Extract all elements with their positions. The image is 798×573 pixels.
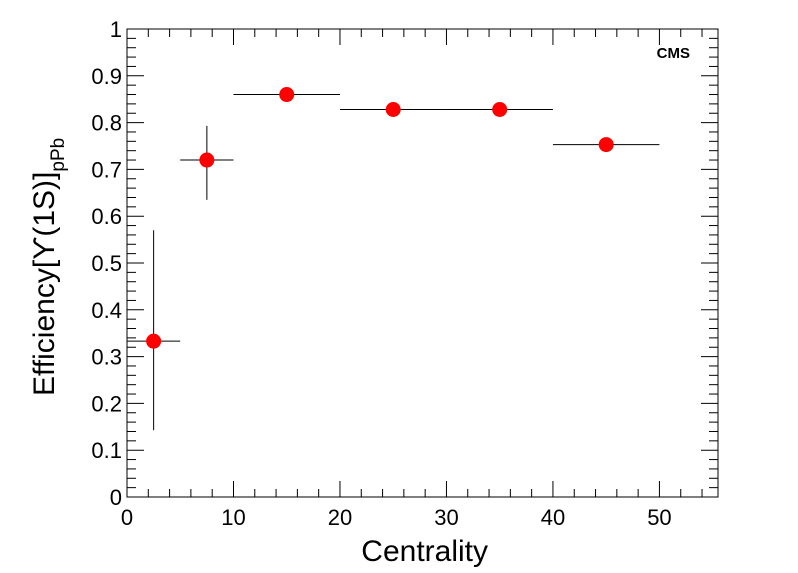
y-axis-title-upsilon: ϒ <box>28 237 61 260</box>
point-marker <box>492 101 508 117</box>
y-tick-label: 0.8 <box>91 111 122 136</box>
y-tick-label: 0.1 <box>91 438 122 463</box>
data-points <box>127 87 660 431</box>
plot-frame <box>126 28 719 498</box>
y-axis-title-state: (1S)] <box>28 172 61 237</box>
y-tick-label: 0 <box>110 485 122 510</box>
x-tick-labels: 0 10 20 30 40 50 <box>121 505 672 530</box>
y-tick-label: 0.4 <box>91 298 122 323</box>
data-point <box>127 230 181 431</box>
y-tick-label: 0.3 <box>91 345 122 370</box>
data-point <box>233 87 340 103</box>
y-axis-title: Efficiency[ϒ(1S)]pPb <box>28 138 69 396</box>
y-axis-title-main: Efficiency[ <box>28 259 61 396</box>
axis-ticks <box>126 28 718 498</box>
y-axis-title-subscript: pPb <box>48 138 69 172</box>
x-tick-label: 30 <box>434 505 458 530</box>
data-point <box>339 101 447 117</box>
y-tick-label: 0.7 <box>91 157 122 182</box>
data-point <box>180 125 234 200</box>
y-tick-label: 0.2 <box>91 391 122 416</box>
cms-tag: CMS <box>657 45 690 62</box>
data-point <box>552 137 660 153</box>
y-tick-label: 1 <box>110 17 122 42</box>
x-tick-label: 0 <box>121 505 133 530</box>
point-marker <box>385 101 401 117</box>
x-tick-label: 40 <box>541 505 565 530</box>
point-marker <box>199 152 215 168</box>
y-tick-label: 0.5 <box>91 251 122 276</box>
y-tick-labels: 0 0.1 0.2 0.3 0.4 0.5 0.6 0.7 0.8 0.9 1 <box>91 17 122 510</box>
data-point <box>446 101 553 117</box>
point-marker <box>146 333 162 349</box>
x-tick-label: 50 <box>647 505 671 530</box>
y-tick-label: 0.9 <box>91 64 122 89</box>
x-tick-label: 20 <box>328 505 352 530</box>
point-marker <box>279 87 295 103</box>
x-axis-title: Centrality <box>361 535 488 568</box>
x-tick-label: 10 <box>221 505 245 530</box>
point-marker <box>598 137 614 153</box>
y-tick-label: 0.6 <box>91 204 122 229</box>
